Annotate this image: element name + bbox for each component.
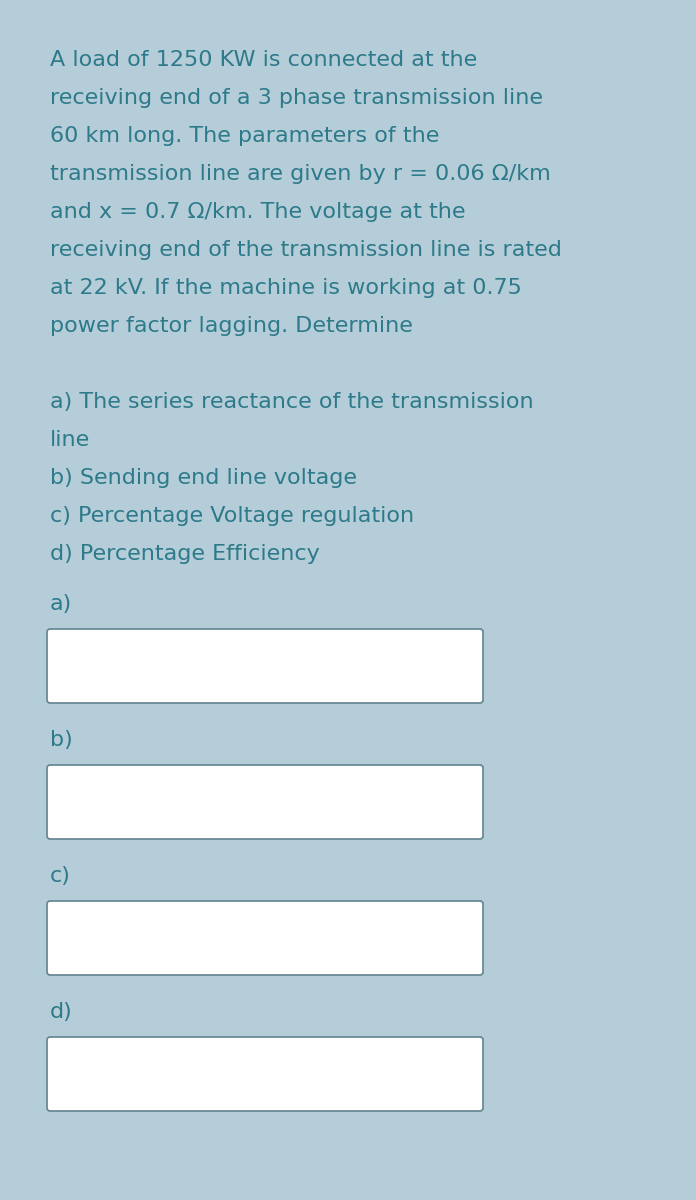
Text: a): a) (50, 594, 72, 614)
FancyBboxPatch shape (47, 766, 483, 839)
Text: transmission line are given by r = 0.06 Ω/km: transmission line are given by r = 0.06 … (50, 164, 551, 184)
Text: power factor lagging. Determine: power factor lagging. Determine (50, 316, 413, 336)
FancyBboxPatch shape (47, 629, 483, 703)
Text: b) Sending end line voltage: b) Sending end line voltage (50, 468, 357, 488)
Text: line: line (50, 430, 90, 450)
Text: d) Percentage Efficiency: d) Percentage Efficiency (50, 544, 319, 564)
Text: d): d) (50, 1002, 73, 1022)
Text: c) Percentage Voltage regulation: c) Percentage Voltage regulation (50, 506, 414, 526)
Text: A load of 1250 KW is connected at the: A load of 1250 KW is connected at the (50, 50, 477, 70)
Text: c): c) (50, 866, 71, 886)
Text: receiving end of a 3 phase transmission line: receiving end of a 3 phase transmission … (50, 88, 543, 108)
FancyBboxPatch shape (47, 1037, 483, 1111)
FancyBboxPatch shape (47, 901, 483, 974)
Text: at 22 kV. If the machine is working at 0.75: at 22 kV. If the machine is working at 0… (50, 278, 522, 298)
Text: and x = 0.7 Ω/km. The voltage at the: and x = 0.7 Ω/km. The voltage at the (50, 202, 466, 222)
Text: b): b) (50, 730, 73, 750)
Text: receiving end of the transmission line is rated: receiving end of the transmission line i… (50, 240, 562, 260)
Text: a) The series reactance of the transmission: a) The series reactance of the transmiss… (50, 392, 534, 412)
Text: 60 km long. The parameters of the: 60 km long. The parameters of the (50, 126, 439, 146)
